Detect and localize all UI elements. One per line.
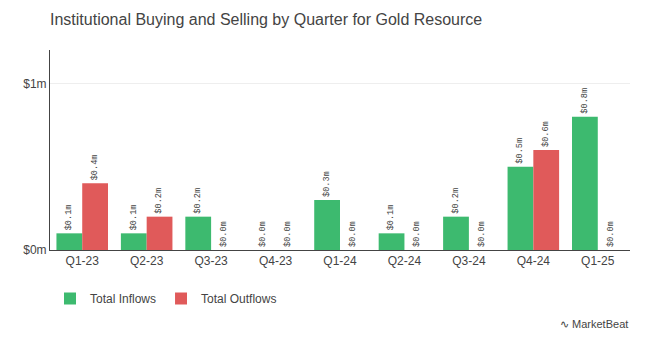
- svg-text:Q1-25: Q1-25: [581, 254, 615, 268]
- svg-text:$0.0m: $0.0m: [477, 221, 487, 247]
- svg-text:$0.5m: $0.5m: [515, 138, 525, 164]
- svg-text:Q3-24: Q3-24: [452, 254, 486, 268]
- svg-text:Q2-23: Q2-23: [130, 254, 164, 268]
- svg-text:Q1-23: Q1-23: [66, 254, 100, 268]
- svg-text:$0.1m: $0.1m: [386, 205, 396, 231]
- svg-text:$0.4m: $0.4m: [90, 155, 100, 181]
- svg-text:$0.0m: $0.0m: [412, 221, 422, 247]
- svg-text:$0.2m: $0.2m: [451, 188, 461, 214]
- svg-text:Q4-23: Q4-23: [259, 254, 293, 268]
- svg-text:Q2-24: Q2-24: [388, 254, 422, 268]
- svg-text:$0.0m: $0.0m: [219, 221, 229, 247]
- svg-text:$1m: $1m: [23, 77, 46, 91]
- svg-text:$0.2m: $0.2m: [154, 188, 164, 214]
- svg-text:$0.1m: $0.1m: [129, 205, 139, 231]
- svg-text:Institutional Buying and Selli: Institutional Buying and Selling by Quar…: [50, 11, 482, 28]
- svg-text:Q3-23: Q3-23: [194, 254, 228, 268]
- svg-text:$0.0m: $0.0m: [283, 221, 293, 247]
- svg-text:$0.6m: $0.6m: [541, 121, 551, 147]
- svg-text:∿ MarketBeat: ∿ MarketBeat: [560, 318, 628, 330]
- svg-text:$0m: $0m: [23, 243, 46, 257]
- svg-text:Total Inflows: Total Inflows: [90, 292, 156, 306]
- svg-text:$0.1m: $0.1m: [64, 205, 74, 231]
- svg-text:$0.3m: $0.3m: [322, 171, 332, 197]
- svg-text:Q1-24: Q1-24: [323, 254, 357, 268]
- svg-text:$0.0m: $0.0m: [258, 221, 268, 247]
- svg-text:Total Outflows: Total Outflows: [201, 292, 276, 306]
- svg-text:$0.0m: $0.0m: [348, 221, 358, 247]
- svg-text:$0.2m: $0.2m: [193, 188, 203, 214]
- svg-text:Q4-24: Q4-24: [517, 254, 551, 268]
- svg-text:$0.8m: $0.8m: [580, 88, 590, 114]
- svg-text:$0.0m: $0.0m: [606, 221, 616, 247]
